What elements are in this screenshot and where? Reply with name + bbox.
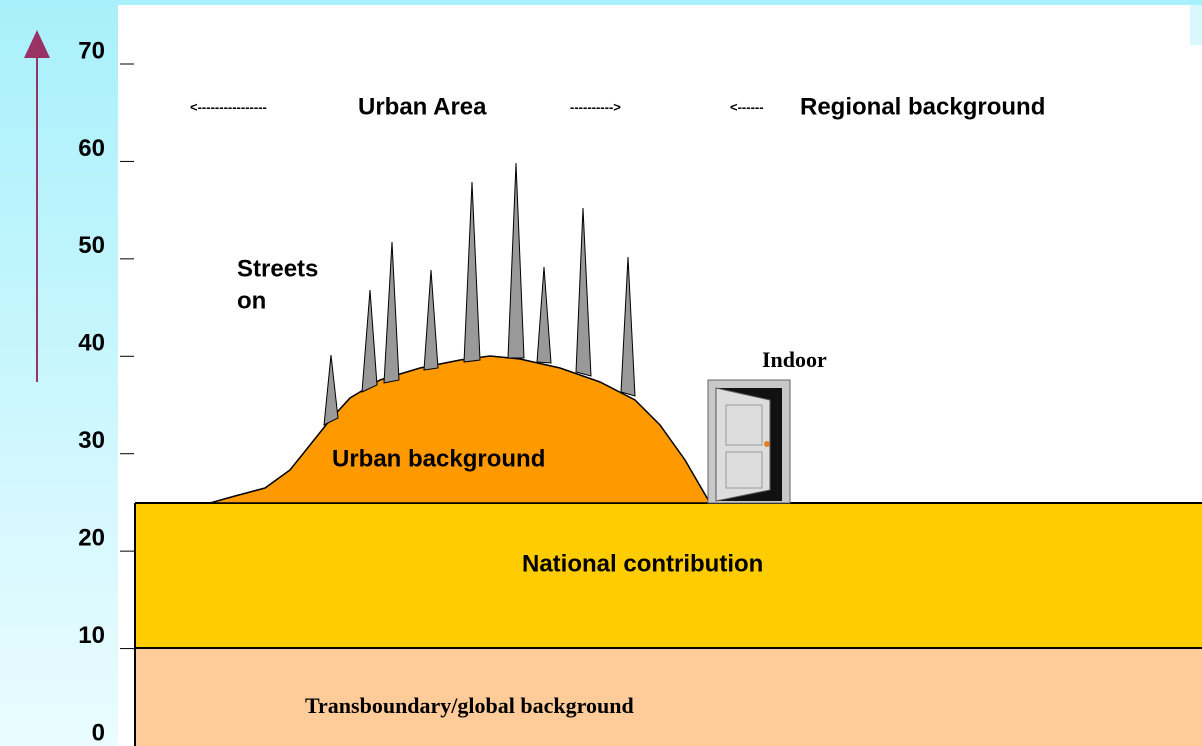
street-spikes xyxy=(323,162,636,426)
indoor-label: Indoor xyxy=(762,347,827,372)
y-axis: 0 10 20 30 40 50 60 70 xyxy=(78,37,134,746)
transboundary-band xyxy=(135,648,1202,746)
y-tick-label: 50 xyxy=(78,232,105,259)
urban-area-label: Urban Area xyxy=(358,93,487,120)
urban-arrow-left: <---------------- xyxy=(190,99,267,114)
streets-label: on xyxy=(237,287,266,314)
y-tick-label: 0 xyxy=(92,719,105,746)
national-band xyxy=(135,503,1202,648)
door-icon xyxy=(707,379,791,504)
urban-arrow-right: ----------> xyxy=(570,99,621,114)
y-tick-label: 30 xyxy=(78,427,105,454)
y-tick-label: 70 xyxy=(78,37,105,64)
corner xyxy=(1190,5,1202,45)
urban-background-label: Urban background xyxy=(332,445,545,472)
regional-arrow: <------ xyxy=(730,99,764,114)
urban-hump xyxy=(209,355,712,504)
axis-arrowhead xyxy=(24,30,50,58)
transboundary-label: Transboundary/global background xyxy=(305,693,634,718)
y-tick-label: 60 xyxy=(78,135,105,162)
y-tick-label: 20 xyxy=(78,524,105,551)
y-tick-label: 10 xyxy=(78,622,105,649)
regional-label: Regional background xyxy=(800,93,1045,120)
streets-label: Streets xyxy=(237,255,318,282)
national-label: National contribution xyxy=(522,550,763,577)
y-tick-label: 40 xyxy=(78,330,105,357)
